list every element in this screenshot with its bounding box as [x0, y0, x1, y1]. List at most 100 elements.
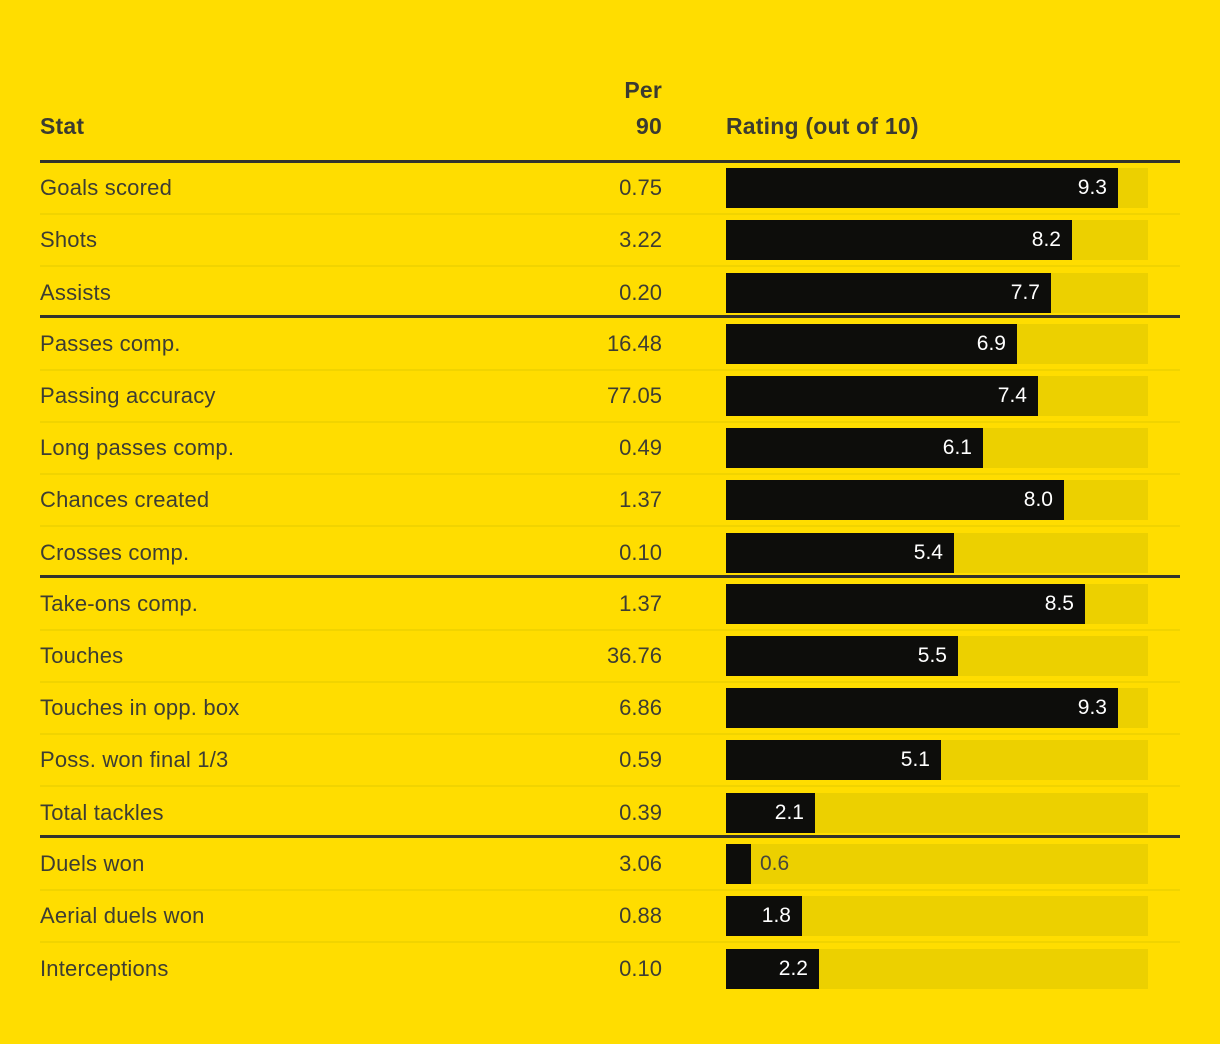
rating-value: 9.3 — [1077, 176, 1107, 199]
stat-label: Passing accuracy — [40, 383, 216, 408]
rating-bar: 9.3 — [726, 688, 1118, 728]
rating-bar-track: 6.1 — [726, 428, 1148, 468]
table-row: Chances created 1.37 8.0 — [40, 475, 1180, 527]
rating-bar-track: 8.5 — [726, 584, 1148, 624]
table-row: Assists 0.20 7.7 — [40, 267, 1180, 319]
row-group: Duels won 3.06 0.6 Aerial duels won 0.88 1.8 I… — [40, 839, 1180, 995]
rating-bar: 8.5 — [726, 584, 1085, 624]
rating-cell: 7.7 — [726, 273, 1180, 313]
group-divider — [40, 315, 1180, 318]
rating-bar-track: 2.2 — [726, 949, 1148, 989]
rating-cell: 6.9 — [726, 324, 1180, 364]
rating-bar: 1.8 — [726, 896, 802, 936]
rating-table-body: Goals scored 0.75 9.3 Shots 3.22 8.2 Assists 0.… — [40, 163, 1180, 995]
rating-value: 8.0 — [1023, 488, 1053, 511]
stat-label: Crosses comp. — [40, 540, 190, 565]
column-header-per90: Per 90 — [624, 72, 662, 144]
stat-label: Chances created — [40, 487, 210, 512]
rating-bar: 7.7 — [726, 273, 1051, 313]
per90-value: 1.37 — [619, 487, 662, 512]
stat-label: Interceptions — [40, 956, 169, 981]
rating-bar: 5.5 — [726, 636, 958, 676]
rating-bar-track: 0.6 — [726, 844, 1148, 884]
rating-value: 6.9 — [976, 332, 1006, 355]
per90-value: 0.88 — [619, 903, 662, 928]
per90-value: 0.49 — [619, 435, 662, 460]
stat-cell: Long passes comp. 0.49 — [40, 435, 662, 461]
row-group: Goals scored 0.75 9.3 Shots 3.22 8.2 Assists 0.… — [40, 163, 1180, 319]
rating-bar: 8.2 — [726, 220, 1072, 260]
rating-bar-track: 8.0 — [726, 480, 1148, 520]
stat-cell: Duels won 3.06 — [40, 851, 662, 877]
rating-bar — [726, 844, 751, 884]
rating-value: 5.4 — [913, 541, 943, 564]
header-rule — [40, 160, 1180, 163]
per90-value: 0.10 — [619, 956, 662, 981]
per90-value: 77.05 — [606, 383, 662, 408]
table-row: Poss. won final 1/3 0.59 5.1 — [40, 735, 1180, 787]
rating-bar: 7.4 — [726, 376, 1038, 416]
column-header-rating: Rating (out of 10) — [726, 113, 919, 139]
table-row: Goals scored 0.75 9.3 — [40, 163, 1180, 215]
stat-cell: Touches 36.76 — [40, 643, 662, 669]
rating-value: 2.2 — [778, 957, 808, 980]
rating-cell: 5.5 — [726, 636, 1180, 676]
rating-value: 0.6 — [760, 852, 790, 875]
rating-value: 7.4 — [997, 384, 1027, 407]
stat-cell: Assists 0.20 — [40, 280, 662, 306]
stat-label: Touches — [40, 643, 124, 668]
rating-value: 6.1 — [942, 436, 972, 459]
stat-label: Shots — [40, 227, 98, 252]
rating-cell: 9.3 — [726, 688, 1180, 728]
rating-bar-track: 2.1 — [726, 793, 1148, 833]
stat-label: Passes comp. — [40, 331, 181, 356]
header-left: Stat Per 90 — [40, 72, 662, 144]
stat-label: Poss. won final 1/3 — [40, 747, 229, 772]
table-row: Long passes comp. 0.49 6.1 — [40, 423, 1180, 475]
rating-bar: 2.1 — [726, 793, 815, 833]
table-row: Aerial duels won 0.88 1.8 — [40, 891, 1180, 943]
per90-value: 0.59 — [619, 747, 662, 772]
rating-bar-track: 6.9 — [726, 324, 1148, 364]
stat-cell: Passing accuracy 77.05 — [40, 383, 662, 409]
rating-bar: 6.1 — [726, 428, 983, 468]
stat-cell: Passes comp. 16.48 — [40, 331, 662, 357]
rating-cell: 1.8 — [726, 896, 1180, 936]
group-divider — [40, 575, 1180, 578]
column-header-per90-line2: 90 — [636, 113, 662, 139]
table-row: Total tackles 0.39 2.1 — [40, 787, 1180, 839]
table-row: Touches in opp. box 6.86 9.3 — [40, 683, 1180, 735]
stat-label: Take-ons comp. — [40, 591, 199, 616]
rating-bar: 8.0 — [726, 480, 1064, 520]
rating-value: 2.1 — [774, 801, 804, 824]
rating-cell: 5.1 — [726, 740, 1180, 780]
per90-value: 16.48 — [606, 331, 662, 356]
stat-cell: Aerial duels won 0.88 — [40, 903, 662, 929]
rating-bar: 2.2 — [726, 949, 819, 989]
stats-table: Stat Per 90 Rating (out of 10) Goals sco… — [40, 72, 1180, 995]
rating-bar-track: 1.8 — [726, 896, 1148, 936]
stat-label: Aerial duels won — [40, 903, 205, 928]
stat-cell: Take-ons comp. 1.37 — [40, 591, 662, 617]
stat-label: Duels won — [40, 851, 145, 876]
rating-value: 5.1 — [900, 748, 930, 771]
rating-cell: 0.6 — [726, 844, 1180, 884]
rating-value: 9.3 — [1077, 696, 1107, 719]
rating-bar-track: 5.5 — [726, 636, 1148, 676]
table-row: Passes comp. 16.48 6.9 — [40, 319, 1180, 371]
per90-value: 1.37 — [619, 591, 662, 616]
stat-cell: Crosses comp. 0.10 — [40, 540, 662, 566]
rating-bar-track: 7.7 — [726, 273, 1148, 313]
table-row: Passing accuracy 77.05 7.4 — [40, 371, 1180, 423]
rating-value: 8.2 — [1031, 228, 1061, 251]
table-row: Duels won 3.06 0.6 — [40, 839, 1180, 891]
rating-bar: 6.9 — [726, 324, 1017, 364]
stat-label: Assists — [40, 280, 112, 305]
per90-value: 0.39 — [619, 800, 662, 825]
per90-value: 0.20 — [619, 280, 662, 305]
column-header-stat: Stat — [40, 113, 85, 139]
rating-cell: 8.2 — [726, 220, 1180, 260]
rating-value: 7.7 — [1010, 281, 1040, 304]
per90-value: 0.10 — [619, 540, 662, 565]
per90-value: 36.76 — [606, 643, 662, 668]
